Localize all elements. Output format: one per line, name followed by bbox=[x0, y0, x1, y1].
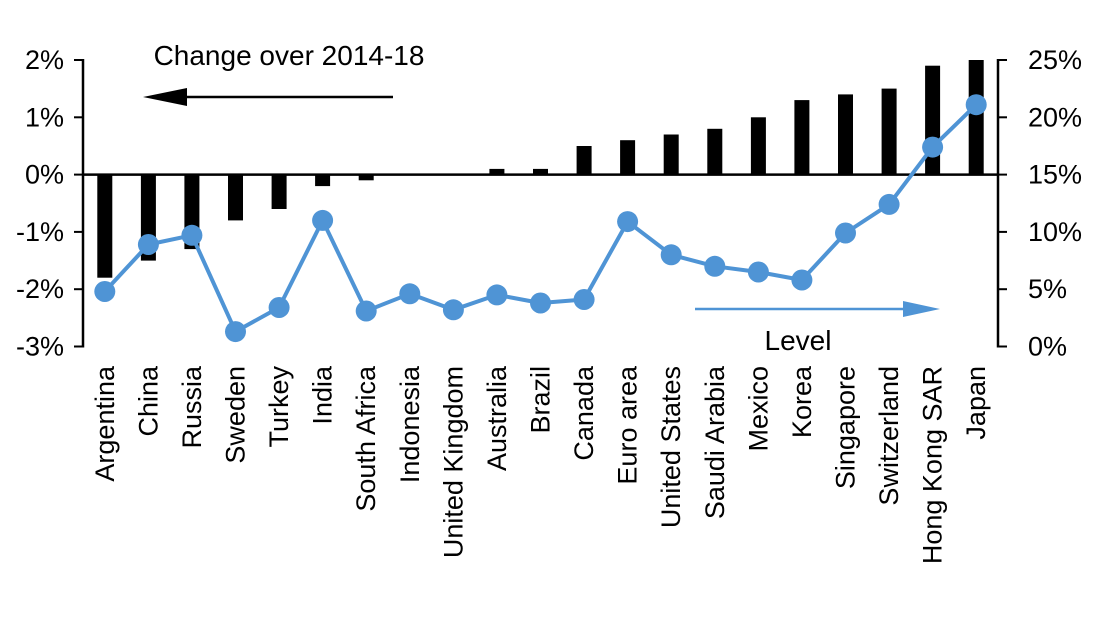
category-label-Mexico: Mexico bbox=[743, 366, 773, 452]
bar-Brazil bbox=[533, 168, 548, 175]
category-label-India: India bbox=[308, 365, 338, 425]
bar-Saudi Arabia bbox=[707, 128, 723, 175]
axes-layer bbox=[74, 59, 1007, 348]
bar-Singapore bbox=[838, 94, 853, 175]
line-layer bbox=[94, 94, 987, 343]
category-label-Australia: Australia bbox=[482, 365, 512, 471]
point-Japan bbox=[965, 94, 987, 116]
bar-Sweden bbox=[228, 174, 243, 221]
category-label-Sweden: Sweden bbox=[221, 366, 251, 464]
category-label-Saudi Arabia: Saudi Arabia bbox=[700, 365, 730, 519]
right-tick-label: 0% bbox=[1028, 332, 1067, 362]
point-United Kingdom bbox=[442, 299, 464, 321]
point-India bbox=[312, 209, 334, 231]
right-tick-label: 20% bbox=[1028, 102, 1082, 132]
category-label-China: China bbox=[133, 365, 163, 437]
point-Saudi Arabia bbox=[704, 255, 726, 277]
bar-Switzerland bbox=[881, 88, 897, 175]
left-arrow-icon bbox=[143, 88, 393, 106]
bar-Euro area bbox=[620, 140, 636, 175]
category-label-Euro area: Euro area bbox=[613, 365, 643, 485]
category-label-Turkey: Turkey bbox=[264, 366, 294, 448]
category-label-South Africa: South Africa bbox=[351, 365, 381, 512]
bar-Japan bbox=[968, 60, 984, 175]
bar-Australia bbox=[489, 168, 505, 175]
point-Switzerland bbox=[878, 193, 900, 215]
bar-Argentina bbox=[97, 174, 113, 278]
bar-Canada bbox=[576, 146, 592, 175]
right-tick-label: 10% bbox=[1028, 217, 1082, 247]
left-tick-label: -1% bbox=[16, 217, 64, 247]
bar-Korea bbox=[794, 100, 810, 175]
category-label-Singapore: Singapore bbox=[831, 366, 861, 489]
point-Russia bbox=[181, 224, 203, 246]
point-Korea bbox=[791, 269, 813, 291]
category-label-Hong Kong SAR: Hong Kong SAR bbox=[918, 366, 948, 564]
category-label-Russia: Russia bbox=[177, 365, 207, 449]
left-tick-label: -3% bbox=[16, 332, 64, 362]
category-label-United States: United States bbox=[656, 366, 686, 528]
point-Singapore bbox=[835, 222, 856, 244]
category-label-Japan: Japan bbox=[961, 366, 991, 440]
right-tick-label: 25% bbox=[1028, 45, 1082, 75]
left-tick-label: 0% bbox=[25, 160, 64, 190]
bar-Mexico bbox=[750, 117, 766, 175]
category-label-Korea: Korea bbox=[787, 365, 817, 438]
line-series-annotation-label: Level bbox=[765, 325, 832, 356]
left-tick-label: 1% bbox=[25, 102, 64, 132]
category-label-Switzerland: Switzerland bbox=[874, 366, 904, 506]
point-South Africa bbox=[355, 300, 377, 322]
point-Indonesia bbox=[399, 283, 421, 305]
right-tick-label: 5% bbox=[1028, 274, 1067, 304]
bar-series-annotation-label: Change over 2014-18 bbox=[154, 40, 425, 71]
point-Argentina bbox=[94, 281, 116, 302]
right-arrow-icon bbox=[695, 301, 940, 317]
point-Brazil bbox=[530, 292, 551, 314]
left-tick-label: -2% bbox=[16, 274, 64, 304]
category-label-Argentina: Argentina bbox=[90, 365, 120, 482]
point-Sweden bbox=[225, 321, 246, 343]
right-tick-label: 15% bbox=[1028, 160, 1082, 190]
category-label-Canada: Canada bbox=[569, 365, 599, 461]
point-United States bbox=[660, 244, 682, 266]
bar-Turkey bbox=[271, 174, 287, 209]
point-Euro area bbox=[617, 211, 639, 233]
point-China bbox=[137, 234, 159, 255]
point-Australia bbox=[486, 284, 508, 306]
bar-South Africa bbox=[358, 174, 374, 181]
point-Hong Kong SAR bbox=[922, 136, 944, 158]
bar-India bbox=[315, 174, 331, 187]
category-label-Brazil: Brazil bbox=[526, 366, 556, 434]
labels-layer: 2% 1% 0% -1% -2% -3% 25% 20% 15% 10% 5% 0% Argentina… bbox=[16, 45, 1082, 564]
category-label-Indonesia: Indonesia bbox=[395, 365, 425, 483]
bar-United States bbox=[663, 134, 679, 175]
category-label-United Kingdom: United Kingdom bbox=[438, 366, 468, 558]
bars-layer bbox=[97, 60, 984, 278]
point-Canada bbox=[573, 289, 595, 310]
left-tick-label: 2% bbox=[25, 45, 64, 75]
point-Turkey bbox=[268, 297, 290, 318]
point-Mexico bbox=[747, 261, 769, 283]
bar-Hong Kong SAR bbox=[925, 65, 941, 175]
